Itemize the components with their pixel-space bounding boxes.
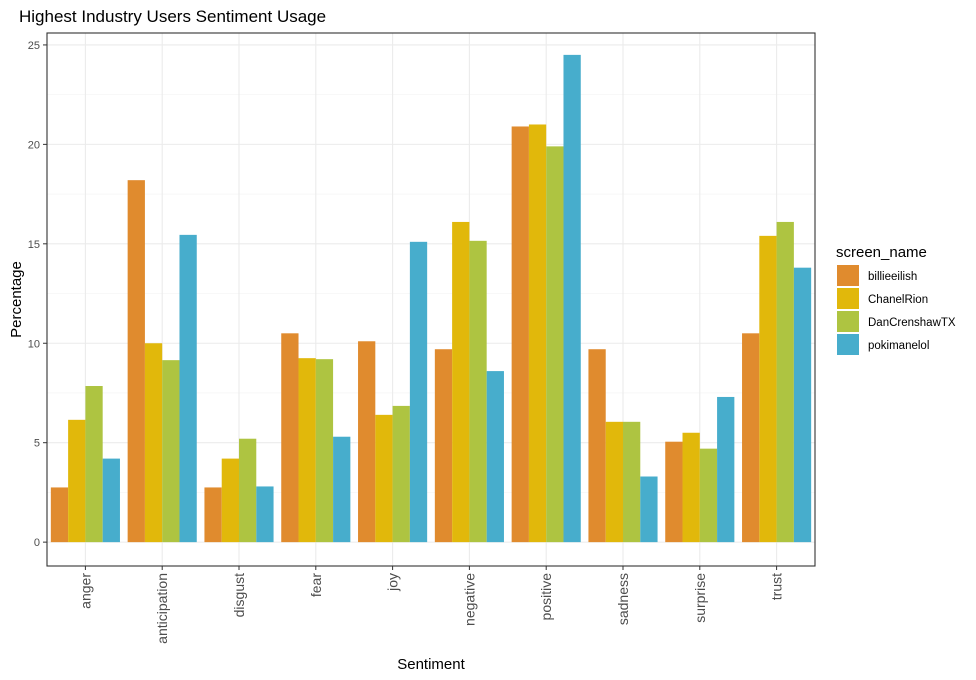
bar — [588, 349, 606, 543]
x-tick-label: anticipation — [154, 573, 170, 644]
bar — [452, 221, 470, 543]
legend-key — [837, 265, 859, 286]
bar — [358, 341, 376, 543]
bar — [144, 343, 163, 543]
bar — [221, 458, 239, 543]
y-axis-title: Percentage — [8, 261, 25, 338]
bar — [179, 234, 197, 543]
bar — [392, 405, 410, 543]
bar — [409, 241, 428, 543]
legend-key — [837, 288, 859, 309]
bar — [204, 487, 222, 543]
bar — [528, 124, 547, 543]
x-tick-label: joy — [385, 573, 401, 592]
x-tick-label: positive — [538, 573, 554, 621]
x-tick-label: fear — [308, 573, 324, 597]
y-tick-label: 25 — [28, 40, 40, 52]
y-tick-label: 10 — [28, 338, 40, 350]
bar — [563, 54, 581, 543]
bars — [50, 54, 812, 543]
bar — [640, 476, 658, 543]
bar — [281, 333, 299, 543]
bar — [759, 235, 777, 543]
bar — [434, 349, 453, 543]
y-tick-label: 20 — [28, 139, 40, 151]
x-axis: anger anticipation disgust fear joy negative p… — [77, 566, 785, 644]
x-tick-label: sadness — [615, 573, 631, 625]
bar — [486, 371, 504, 543]
x-tick-label: trust — [769, 573, 785, 600]
y-tick-label: 0 — [34, 537, 40, 549]
bar — [50, 487, 69, 543]
bar — [665, 441, 683, 543]
legend-title: screen_name — [836, 244, 927, 261]
x-tick-label: anger — [77, 573, 93, 609]
y-tick-label: 5 — [34, 438, 40, 450]
legend-key — [837, 334, 859, 355]
bar — [127, 180, 145, 543]
y-tick-label: 15 — [28, 239, 40, 251]
bar — [256, 486, 274, 543]
legend-label: DanCrenshawTX — [868, 317, 956, 329]
bar — [717, 396, 735, 543]
bar — [682, 432, 700, 543]
bar — [68, 419, 86, 543]
bar — [298, 358, 316, 543]
chart-title: Highest Industry Users Sentiment Usage — [19, 7, 326, 26]
bar — [605, 421, 623, 543]
legend: screen_name billieeilish ChanelRion DanCre… — [836, 244, 956, 355]
legend-label: ChanelRion — [868, 294, 928, 306]
bar — [793, 267, 812, 543]
x-tick-label: disgust — [231, 573, 247, 617]
x-tick-label: surprise — [692, 573, 708, 623]
bar — [85, 386, 103, 543]
bar — [375, 414, 393, 543]
bar — [469, 240, 487, 543]
bar — [776, 221, 794, 543]
bar — [102, 458, 120, 543]
bar — [162, 360, 180, 543]
bar — [315, 359, 334, 543]
plot-border — [46, 32, 816, 567]
legend-label: pokimanelol — [868, 340, 929, 352]
bar — [742, 333, 760, 543]
y-axis: 0 5 10 15 20 25 — [28, 40, 47, 549]
x-axis-title: Sentiment — [397, 656, 465, 673]
bar — [239, 438, 257, 543]
bar — [699, 448, 718, 543]
bar — [546, 146, 564, 543]
legend-key — [837, 311, 859, 332]
bar — [623, 421, 641, 543]
x-tick-label: negative — [461, 573, 477, 626]
bar — [511, 126, 529, 543]
bar — [333, 436, 351, 543]
legend-label: billieeilish — [868, 271, 917, 283]
